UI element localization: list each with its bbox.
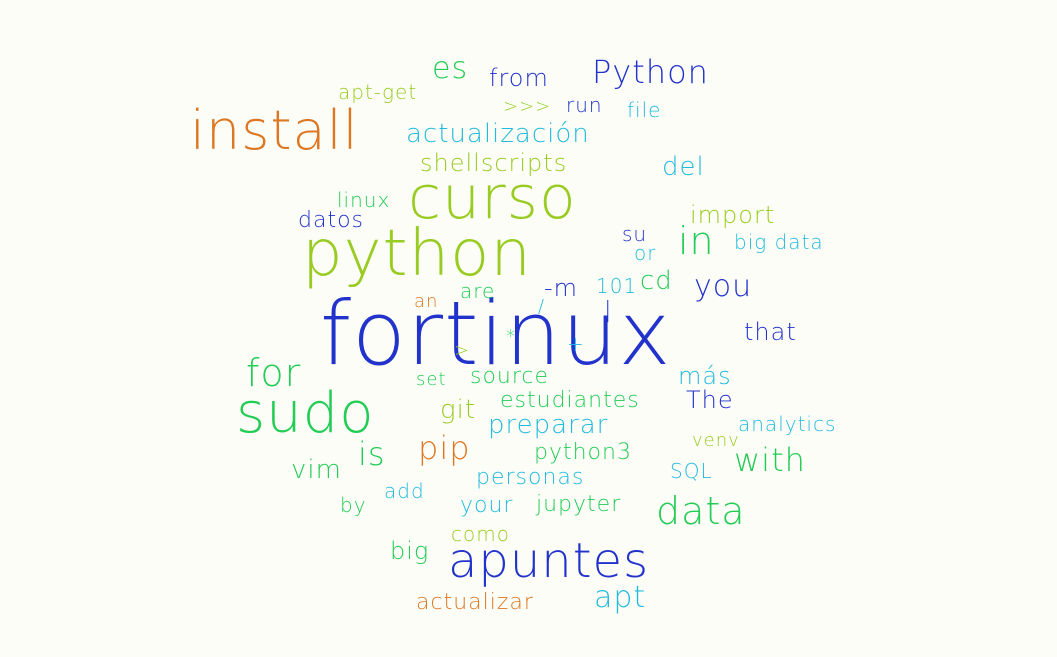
word-51: add xyxy=(384,479,425,503)
word-58: > xyxy=(454,340,471,361)
word-59: * xyxy=(506,326,516,347)
word-25: The xyxy=(686,386,734,414)
word-19: del xyxy=(662,152,705,182)
word-11: with xyxy=(734,441,806,479)
word-21: shellscripts xyxy=(420,149,568,177)
word-53: venv xyxy=(692,430,740,451)
word-22: import xyxy=(690,201,776,229)
word-26: that xyxy=(744,318,797,346)
word-9: for xyxy=(246,351,302,395)
word-60: / xyxy=(538,296,546,317)
word-32: source xyxy=(470,364,550,389)
word-38: datos xyxy=(298,208,364,233)
word-31: actualizar xyxy=(416,590,534,615)
word-33: cd xyxy=(640,266,673,296)
word-6: apuntes xyxy=(448,533,650,589)
word-30: personas xyxy=(476,465,585,490)
word-61: | xyxy=(604,298,613,323)
word-43: are xyxy=(460,279,496,303)
word-18: from xyxy=(489,64,549,92)
word-47: or xyxy=(634,241,657,265)
word-42: como xyxy=(451,522,510,546)
word-41: big data xyxy=(734,230,824,254)
word-16: apt xyxy=(594,580,647,615)
word-15: is xyxy=(358,435,386,473)
word-12: actualización xyxy=(406,119,590,149)
word-28: estudiantes xyxy=(500,388,640,413)
word-40: apt-get xyxy=(338,80,418,104)
word-23: vim xyxy=(291,455,342,485)
word-56: an xyxy=(414,291,439,312)
word-54: set xyxy=(416,369,447,390)
word-27: más xyxy=(678,362,732,390)
word-49: 101 xyxy=(596,274,638,298)
word-52: by xyxy=(340,493,367,517)
word-4: sudo xyxy=(236,381,375,446)
word-44: run xyxy=(566,93,603,117)
word-37: big xyxy=(390,537,430,565)
word-1: fortinux xyxy=(320,282,672,385)
word-10: in xyxy=(678,219,715,263)
word-29: python3 xyxy=(534,440,632,465)
word-34: jupyter xyxy=(536,492,622,517)
word-5: install xyxy=(190,99,359,162)
word-39: analytics xyxy=(738,412,837,436)
word-50: SQL xyxy=(670,459,713,483)
word-57: + xyxy=(567,332,585,356)
word-55: >>> xyxy=(503,96,552,117)
word-35: -m xyxy=(544,274,579,302)
word-2: python xyxy=(302,217,532,291)
word-8: data xyxy=(656,489,746,533)
word-3: curso xyxy=(408,163,577,233)
word-46: su xyxy=(622,222,648,246)
word-45: linux xyxy=(337,188,391,212)
word-17: preparar xyxy=(488,410,609,440)
word-7: Python xyxy=(592,53,709,91)
word-14: pip xyxy=(418,429,471,467)
word-36: your xyxy=(460,493,514,518)
word-13: es xyxy=(432,51,469,86)
word-24: git xyxy=(440,395,477,425)
word-20: you xyxy=(694,269,753,304)
word-48: file xyxy=(627,98,662,122)
